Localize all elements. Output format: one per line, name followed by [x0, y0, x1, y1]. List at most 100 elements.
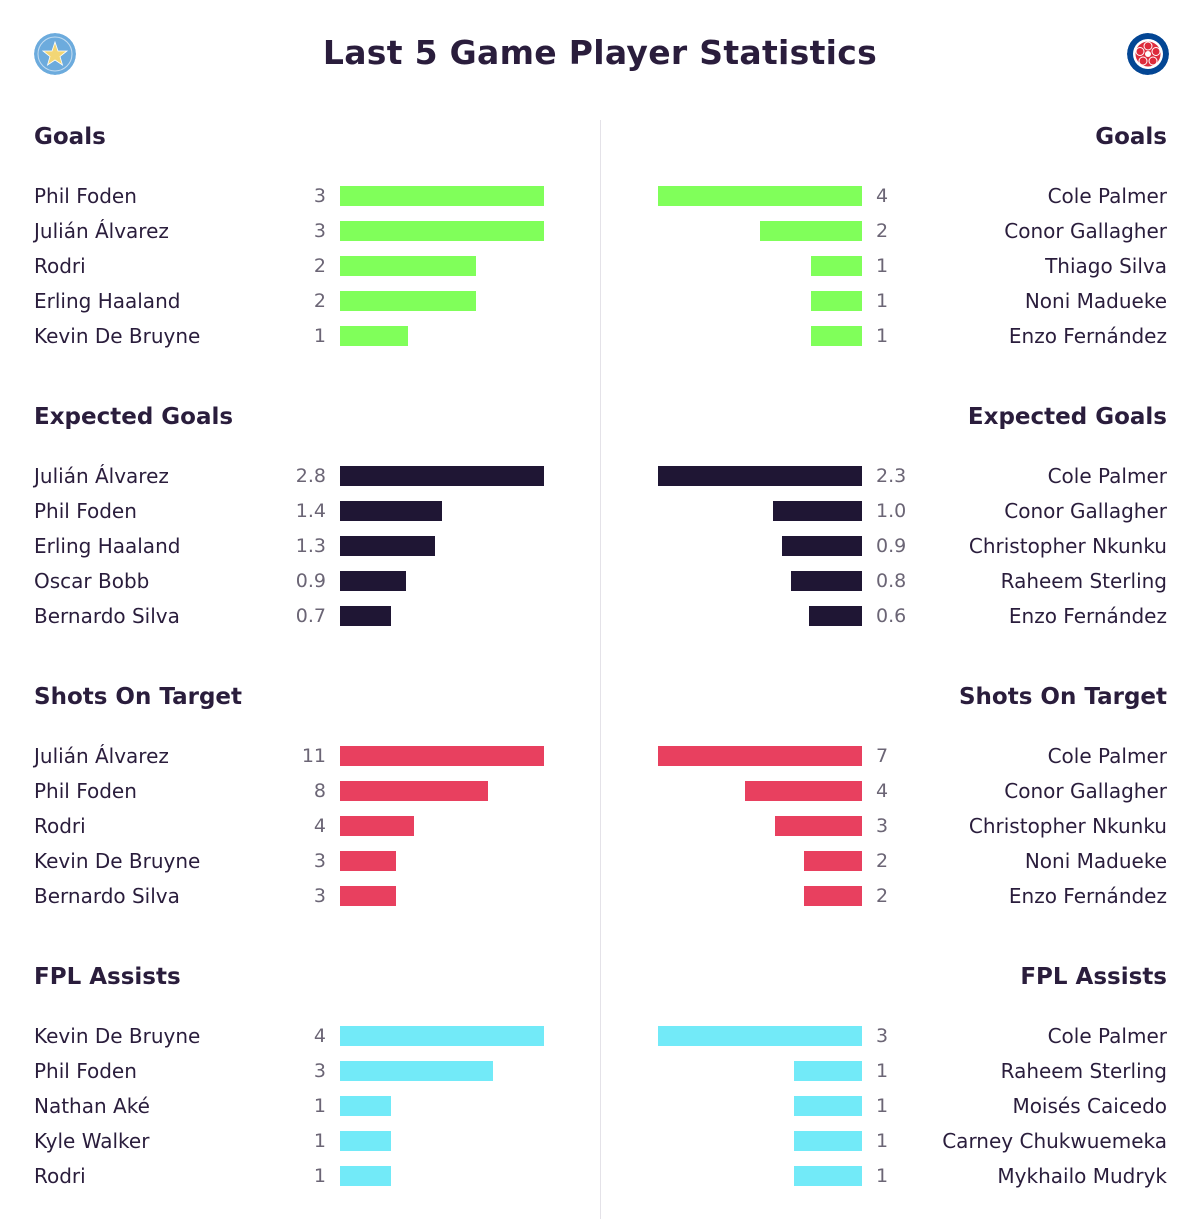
stat-bar [340, 466, 544, 486]
player-row: Christopher Nkunku 3 [600, 809, 1200, 844]
stat-value-label: 2 [876, 220, 889, 242]
player-name: Enzo Fernández [1008, 604, 1167, 628]
away-goals-chart: Goals Cole Palmer 4 Conor Gallagher 2 Thiago … [600, 122, 1200, 402]
stat-value-label: 3 [876, 1025, 889, 1047]
stat-bar [340, 781, 488, 801]
player-row: Bernardo Silva 0.7 [0, 599, 600, 634]
stat-value-label: 4 [313, 1025, 326, 1047]
player-row: Enzo Fernández 0.6 [600, 599, 1200, 634]
stat-value-label: 11 [301, 745, 326, 767]
stat-bar [340, 606, 391, 626]
player-name: Phil Foden [34, 499, 137, 523]
player-name: Conor Gallagher [1004, 219, 1167, 243]
home-team-panel: Goals Phil Foden 3 Julián Álvarez 3 Rodri 2 Erl… [0, 122, 600, 1188]
home-shots-on-target-chart: Shots On Target Julián Álvarez 11 Phil Fode… [0, 682, 600, 962]
player-name: Noni Madueke [1024, 849, 1167, 873]
player-row: Phil Foden 3 [0, 179, 600, 214]
player-name: Kyle Walker [34, 1129, 150, 1153]
home-goals-chart: Goals Phil Foden 3 Julián Álvarez 3 Rodri 2 Erl… [0, 122, 600, 402]
stat-value-label: 4 [876, 780, 889, 802]
player-name: Rodri [34, 254, 86, 278]
stat-title: Expected Goals [967, 404, 1167, 430]
player-name: Cole Palmer [1047, 744, 1167, 768]
stat-bar [340, 571, 406, 591]
stat-value-label: 3 [313, 185, 326, 207]
stat-value-label: 1 [876, 1095, 889, 1117]
stat-value-label: 2 [313, 290, 326, 312]
stat-bar [794, 1166, 862, 1186]
player-name: Enzo Fernández [1008, 324, 1167, 348]
player-row: Kevin De Bruyne 4 [0, 1019, 600, 1054]
player-name: Rodri [34, 1164, 86, 1188]
stat-bar [809, 606, 862, 626]
page-title: Last 5 Game Player Statistics [322, 33, 878, 72]
player-row: Conor Gallagher 4 [600, 774, 1200, 809]
stat-value-label: 3 [313, 885, 326, 907]
player-name: Raheem Sterling [1000, 569, 1167, 593]
stat-value-label: 3 [313, 850, 326, 872]
stat-title: Shots On Target [34, 684, 243, 710]
stat-bar [811, 291, 862, 311]
player-row: Julián Álvarez 2.8 [0, 459, 600, 494]
stat-bar [804, 886, 862, 906]
star-club-badge-icon [34, 33, 76, 75]
stat-value-label: 1 [313, 325, 326, 347]
player-row: Moisés Caicedo 1 [600, 1089, 1200, 1124]
stat-title: Goals [1095, 124, 1167, 150]
player-row: Noni Madueke 2 [600, 844, 1200, 879]
stat-bar [340, 291, 476, 311]
player-name: Julián Álvarez [34, 219, 169, 243]
stat-value-label: 8 [313, 780, 326, 802]
player-name: Noni Madueke [1024, 289, 1167, 313]
stat-bar [794, 1061, 862, 1081]
player-name: Rodri [34, 814, 86, 838]
player-name: Phil Foden [34, 1059, 137, 1083]
stat-value-label: 0.9 [876, 535, 907, 557]
player-row: Thiago Silva 1 [600, 249, 1200, 284]
home-expected-goals-chart: Expected Goals Julián Álvarez 2.8 Phil Fode… [0, 402, 600, 682]
stat-bar [658, 466, 862, 486]
stat-value-label: 0.6 [876, 605, 907, 627]
player-row: Julián Álvarez 3 [0, 214, 600, 249]
stat-bar [340, 746, 544, 766]
player-name: Christopher Nkunku [968, 814, 1167, 838]
stat-value-label: 1 [876, 1165, 889, 1187]
player-name: Kevin De Bruyne [34, 1024, 201, 1048]
player-row: Cole Palmer 3 [600, 1019, 1200, 1054]
stat-title: Shots On Target [958, 684, 1167, 710]
away-shots-on-target-chart: Shots On Target Cole Palmer 7 Conor Gallagh… [600, 682, 1200, 962]
player-row: Kyle Walker 1 [0, 1124, 600, 1159]
player-name: Erling Haaland [34, 534, 181, 558]
stat-value-label: 2 [876, 885, 889, 907]
stat-bar [340, 221, 544, 241]
stat-value-label: 1 [313, 1130, 326, 1152]
stat-value-label: 1 [876, 1060, 889, 1082]
player-name: Conor Gallagher [1004, 779, 1167, 803]
stat-value-label: 0.9 [295, 570, 326, 592]
player-row: Bernardo Silva 3 [0, 879, 600, 914]
stat-bar [340, 536, 435, 556]
stat-value-label: 4 [876, 185, 889, 207]
player-row: Phil Foden 1.4 [0, 494, 600, 529]
stat-title: Expected Goals [34, 404, 234, 430]
stat-bar [340, 816, 414, 836]
player-row: Christopher Nkunku 0.9 [600, 529, 1200, 564]
player-name: Phil Foden [34, 184, 137, 208]
player-name: Julián Álvarez [34, 744, 169, 768]
player-name: Cole Palmer [1047, 184, 1167, 208]
player-name: Oscar Bobb [34, 569, 150, 593]
stat-bar [791, 571, 862, 591]
player-name: Bernardo Silva [34, 884, 180, 908]
stat-value-label: 1 [876, 325, 889, 347]
player-name: Erling Haaland [34, 289, 181, 313]
player-row: Phil Foden 8 [0, 774, 600, 809]
stat-value-label: 2.3 [876, 465, 907, 487]
stat-title: Goals [34, 124, 106, 150]
player-name: Julián Álvarez [34, 464, 169, 488]
stat-bar [340, 1061, 493, 1081]
stat-title: FPL Assists [1020, 964, 1167, 990]
stat-bar [658, 746, 862, 766]
stat-value-label: 3 [313, 220, 326, 242]
player-row: Mykhailo Mudryk 1 [600, 1159, 1200, 1194]
stat-value-label: 1 [313, 1095, 326, 1117]
